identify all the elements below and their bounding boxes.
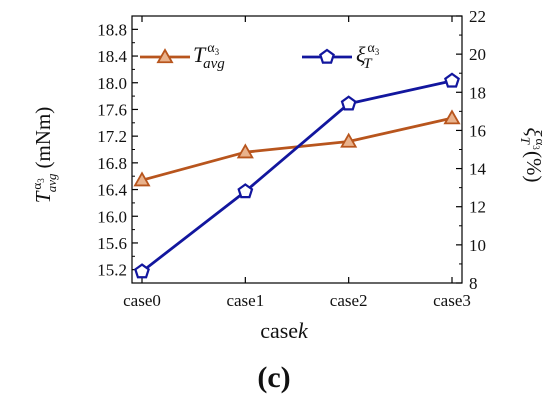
series-line-1 xyxy=(141,79,453,273)
series-1-point-0 xyxy=(134,263,150,279)
series-1-point-2 xyxy=(340,95,357,111)
right-tick-label: 8 xyxy=(469,274,478,293)
x-tick-label: case3 xyxy=(433,291,471,310)
series-0-point-2 xyxy=(340,132,358,148)
left-axis-title-main: T xyxy=(31,190,55,203)
legend-label-sup-sub: 3 xyxy=(375,47,380,57)
legend-marker-0 xyxy=(156,48,174,64)
left-axis-title-unit: (mNm) xyxy=(31,107,55,169)
legend-label-sub: T xyxy=(363,56,373,72)
legend-label-sub: avg xyxy=(203,56,225,72)
legend-label-sup-sub: 3 xyxy=(215,47,220,57)
right-axis-title-main: ξ xyxy=(522,127,546,136)
left-tick-label: 18.4 xyxy=(97,47,127,66)
axes: 15.2 15.6 16.0 16.4 16.8 17.2 17.6 18.0 18.4 18.8… xyxy=(97,7,486,310)
series-1-point-1 xyxy=(237,183,254,199)
legend-label-main: ξ xyxy=(356,42,366,67)
left-tick-label: 18.8 xyxy=(97,20,127,39)
right-tick-label: 10 xyxy=(469,236,486,255)
series-1-point-3 xyxy=(444,72,460,88)
right-tick-label: 16 xyxy=(469,121,486,140)
x-tick-label: case0 xyxy=(123,291,161,310)
right-axis-title-sub: T xyxy=(518,137,533,145)
left-tick-label: 17.6 xyxy=(97,100,127,119)
x-tick-label: case1 xyxy=(226,291,264,310)
right-axis-title-unit: (%) xyxy=(522,151,546,182)
left-tick-label: 17.2 xyxy=(97,127,127,146)
right-tick-label: 18 xyxy=(469,83,486,102)
left-axis-title-sub: avg xyxy=(44,173,59,192)
x-axis-title-italic: k xyxy=(298,318,309,343)
right-tick-label: 14 xyxy=(469,160,487,179)
left-axis-title: Tα3avg (mNm) xyxy=(29,107,59,204)
left-tick-label: 18.0 xyxy=(97,74,127,93)
legend-label-sup: α xyxy=(207,41,215,56)
left-tick-label: 16.4 xyxy=(97,181,127,200)
right-tick-label: 22 xyxy=(469,7,486,26)
left-tick-label: 15.2 xyxy=(97,261,127,280)
left-axis-title-sup: α xyxy=(29,183,44,190)
x-axis-title-base: case xyxy=(260,318,298,343)
left-tick-label: 15.6 xyxy=(97,234,127,253)
legend-label-main: T xyxy=(193,42,207,67)
series-0-point-3 xyxy=(443,109,461,125)
left-tick-label: 16.0 xyxy=(97,207,127,226)
legend-label-sup: α xyxy=(367,41,375,56)
figure-label: (c) xyxy=(257,361,290,394)
legend-marker-1 xyxy=(319,48,335,64)
left-tick-label: 16.8 xyxy=(97,154,127,173)
series-0-point-1 xyxy=(236,143,254,159)
legend-label-1: ξ α3 T xyxy=(356,41,380,72)
x-tick-label: case2 xyxy=(330,291,368,310)
right-tick-label: 20 xyxy=(469,45,486,64)
x-axis-title: casek xyxy=(260,318,309,343)
right-axis-title-sup: α xyxy=(533,138,548,145)
series-0-point-0 xyxy=(133,171,151,187)
right-axis-title-sup-sub: 3 xyxy=(531,145,541,150)
right-axis-title: ξα3T (%) xyxy=(518,127,548,182)
right-tick-label: 12 xyxy=(469,198,486,217)
left-axis-title-sup-sub: 3 xyxy=(36,178,46,183)
series-layer xyxy=(133,72,461,279)
